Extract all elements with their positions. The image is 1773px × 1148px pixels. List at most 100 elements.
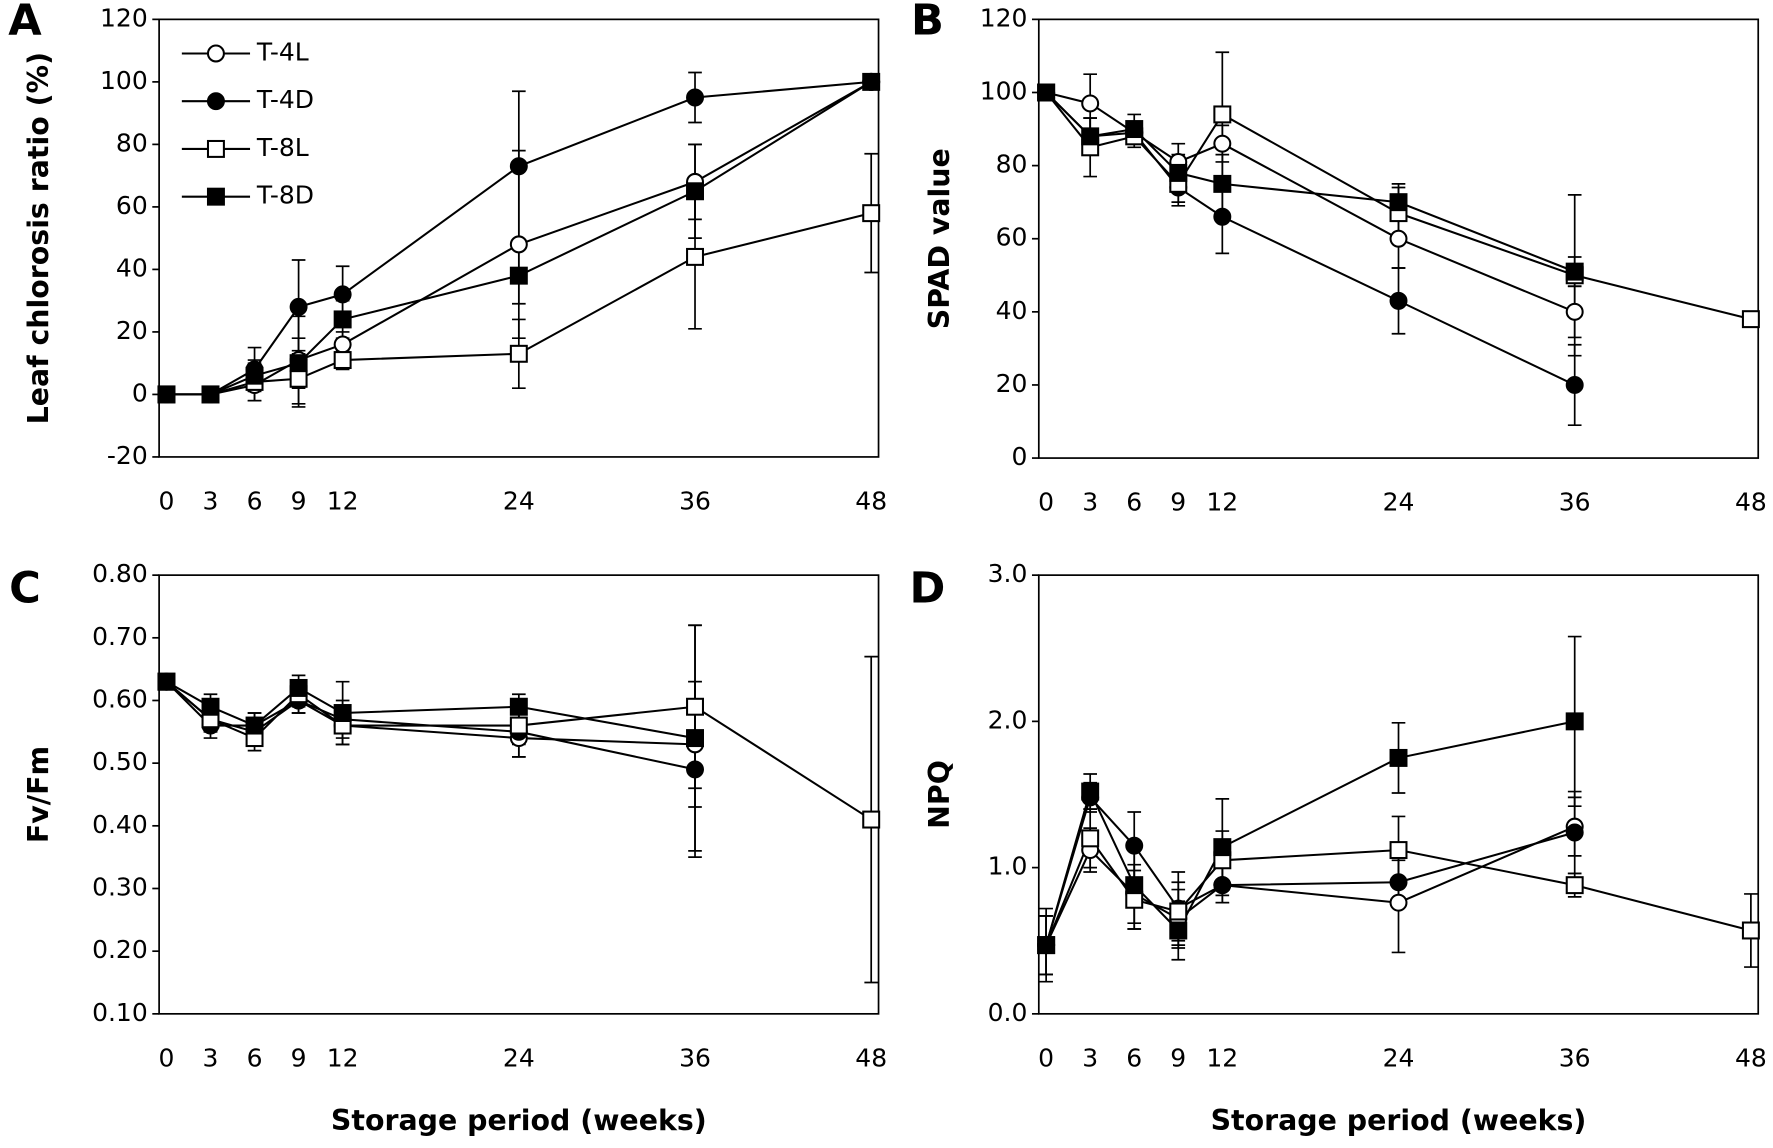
y-tick-label: 0.80 [92,559,148,588]
plot-frame [158,18,880,458]
x-tick-label: 0 [159,486,175,515]
y-tick-label: 0 [132,378,148,407]
x-tick-label: 36 [679,1043,711,1072]
y-axis-label: NPQ [923,760,956,829]
marker [1037,83,1056,102]
y-tick-label: 0.60 [92,684,148,713]
marker [201,385,220,404]
y-tick-label: 20 [996,369,1028,398]
marker [333,704,352,722]
x-tick-label: 9 [1170,1043,1186,1072]
y-tick-label: 0.20 [92,935,148,964]
marker [1125,120,1144,139]
marker [1741,310,1760,329]
marker [509,266,528,285]
y-tick-label: 0 [1012,442,1028,471]
marker [862,204,881,223]
y-tick-label: 0.10 [92,998,148,1027]
marker [1213,838,1232,857]
marker [1565,302,1584,321]
legend-marker [206,92,225,111]
legend-marker [206,44,225,63]
y-tick-label: 100 [100,66,148,95]
y-tick-label: 2.0 [988,705,1028,734]
marker [686,729,704,748]
marker [289,297,308,316]
y-axis-label: SPAD value [923,148,956,329]
marker [509,344,528,363]
marker [1125,836,1144,855]
marker [1213,105,1232,124]
x-tick-label: 48 [1735,1043,1767,1072]
marker [509,716,528,735]
legend-marker [206,139,225,158]
y-tick-label: 0.0 [988,998,1028,1027]
marker [1081,829,1100,848]
marker [509,697,528,716]
x-tick-label: 6 [1126,488,1142,517]
marker [509,235,528,254]
marker [333,285,352,304]
x-tick-label: 24 [1383,1043,1415,1072]
panel-label: A [8,0,42,45]
marker [1389,748,1408,767]
marker [1741,921,1760,940]
x-tick-label: 0 [159,1043,175,1072]
x-tick-label: 48 [855,1043,887,1072]
x-tick-label: 24 [503,1043,535,1072]
marker [333,335,352,354]
marker [1565,712,1584,731]
series-line [1045,795,1575,946]
y-axis-label: Leaf chlorosis ratio (%) [22,52,55,424]
x-tick-label: 36 [1559,1043,1591,1072]
marker [1389,873,1408,892]
marker [686,760,704,779]
marker [1213,207,1232,226]
x-tick-label: 3 [1082,488,1098,517]
marker [686,88,704,107]
marker [289,678,308,697]
x-tick-label: 12 [1206,488,1238,517]
marker [862,72,881,91]
marker [862,810,881,829]
marker [1389,193,1408,212]
marker [1213,174,1232,193]
marker [1213,876,1232,895]
marker [1081,127,1100,146]
x-tick-label: 48 [1735,488,1767,517]
x-tick-label: 24 [1383,488,1415,517]
marker [289,369,308,388]
marker [245,366,264,385]
y-tick-label: 120 [100,3,148,32]
marker [157,672,176,691]
x-tick-label: 3 [203,1043,219,1072]
marker [1169,163,1188,182]
panel-label: B [911,0,944,45]
marker [1389,229,1408,248]
marker [686,697,704,716]
series-line [1045,720,1575,946]
marker [1213,134,1232,153]
marker [1169,902,1188,921]
legend-label: T-4L [256,37,309,66]
plot-frame [1037,574,1760,1015]
marker [1565,262,1584,281]
marker [509,157,528,176]
marker [245,716,264,735]
x-tick-label: 48 [855,486,887,515]
x-tick-label: 24 [503,486,535,515]
marker [1389,841,1408,860]
marker [1565,375,1584,394]
marker [1169,921,1188,940]
y-tick-label: 80 [996,150,1028,179]
y-tick-label: 20 [116,316,148,345]
marker [333,351,352,370]
x-tick-label: 9 [291,1043,307,1072]
x-axis-label: Storage period (weeks) [1211,1104,1587,1137]
marker [1125,890,1144,909]
y-tick-label: 60 [996,223,1028,252]
y-tick-label: 0.50 [92,747,148,776]
x-tick-label: 12 [327,1043,359,1072]
plot-frame [158,574,880,1015]
